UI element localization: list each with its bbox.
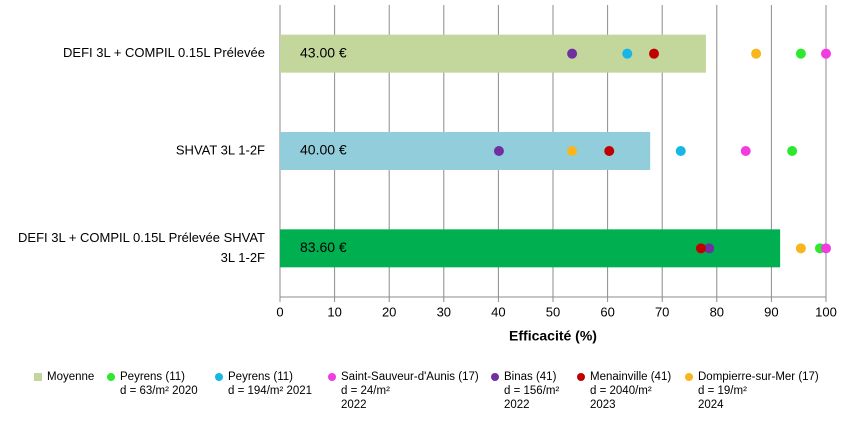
bar-label: 83.60 € [300,239,347,255]
category-label: 3L 1-2F [221,250,265,265]
dot [795,48,806,59]
bar [280,34,706,73]
legend-label: 2022 [504,399,530,411]
legend-swatch [215,373,223,381]
category-label: DEFI 3L + COMPIL 0.15L Prélevée [63,45,265,60]
dot [567,146,578,156]
dot [787,146,798,156]
legend-label: Menainville (41) [590,371,671,383]
legend-label: Dompierre-sur-Mer (17) [698,371,819,383]
dot [704,243,715,254]
x-tick-label: 10 [327,304,341,319]
dot [567,48,578,59]
category-label: SHVAT 3L 1-2F [176,142,265,157]
legend-swatch [328,373,336,381]
legend-label: d = 63/m² 2020 [120,385,198,397]
x-axis-title: Efficacité (%) [509,328,597,344]
legend-swatch [107,373,115,381]
legend-label: 2024 [698,399,724,411]
dot [821,243,831,254]
bar-label: 40.00 € [300,142,347,158]
legend-label: d = 24/m² [341,385,390,397]
dot [695,243,706,254]
x-tick-label: 100 [815,304,837,319]
legend-swatch [34,373,42,381]
legend-swatch [577,373,585,381]
legend-label: d = 156/m² [504,385,559,397]
legend-swatch [491,373,499,381]
dot [740,146,751,156]
legend-label: 2023 [590,399,616,411]
dot [493,146,504,156]
legend-label: Peyrens (11) [228,371,293,383]
x-tick-label: 50 [546,304,560,319]
dot [622,48,633,59]
legend-label: d = 194/m² 2021 [228,385,312,397]
x-tick-label: 20 [382,304,396,319]
legend-label: Binas (41) [504,371,557,383]
dot [675,146,686,156]
x-tick-label: 70 [655,304,669,319]
dot [751,48,762,59]
x-tick-label: 0 [276,304,283,319]
bar [280,132,651,170]
legend-label: Peyrens (11) [120,371,185,383]
dot [821,48,831,59]
x-tick-label: 90 [764,304,778,319]
bar-label: 43.00 € [300,44,347,60]
dot [795,243,806,254]
legend-label: Saint-Sauveur-d'Aunis (17) [341,371,479,383]
x-tick-label: 40 [491,304,505,319]
dot [604,146,615,156]
x-tick-label: 60 [600,304,614,319]
legend-label: d = 19/m² [698,385,747,397]
x-tick-label: 80 [710,304,724,319]
legend-label: 2022 [341,399,367,411]
category-label: DEFI 3L + COMPIL 0.15L Prélevée SHVAT [18,230,265,245]
legend-label: d = 2040/m² [590,385,652,397]
legend-swatch [685,373,693,381]
dot [649,48,660,59]
legend-label: Moyenne [47,371,94,383]
x-tick-label: 30 [437,304,451,319]
